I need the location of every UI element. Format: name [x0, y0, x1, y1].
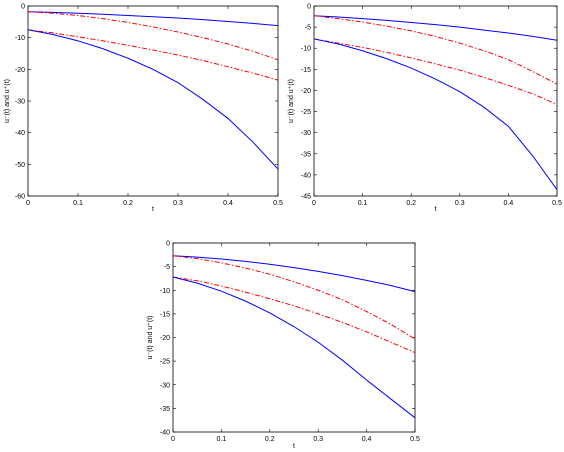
- dashdot-red-curve-2: [172, 276, 416, 354]
- plot-frame: [172, 242, 416, 433]
- solid-blue-curve-0: [27, 11, 279, 27]
- dashdot-red-curve-1: [27, 11, 279, 61]
- x-tick-label: 0.3: [455, 200, 465, 207]
- x-tick-label: 0.5: [410, 436, 420, 443]
- y-tick-label: -35: [160, 406, 170, 413]
- y-tick-label: -10: [160, 288, 170, 295]
- y-tick-label: -50: [15, 162, 25, 169]
- x-axis-label: t: [435, 206, 437, 213]
- dashdot-red-curve-2: [313, 38, 558, 105]
- y-tick-label: -40: [301, 172, 311, 179]
- y-tick-label: -5: [305, 25, 311, 32]
- dashdot-red-curve-1: [313, 15, 558, 85]
- x-tick-label: 0.2: [123, 200, 133, 207]
- x-tick-label: 0.5: [552, 200, 562, 207]
- x-tick-label: 0.4: [362, 436, 372, 443]
- y-tick-label: 0: [307, 4, 311, 11]
- y-tick-label: -30: [160, 382, 170, 389]
- y-axis-label: u⁻(t) and u⁺(t): [147, 316, 154, 360]
- y-tick-label: -5: [164, 264, 170, 271]
- y-tick-label: -30: [301, 130, 311, 137]
- x-tick-label: 0.4: [223, 200, 233, 207]
- x-tick-label: 0.1: [217, 436, 227, 443]
- x-tick-label: 0: [312, 200, 316, 207]
- solid-blue-curve-3: [172, 276, 416, 419]
- x-tick-label: 0.3: [313, 436, 323, 443]
- x-tick-label: 0.3: [173, 200, 183, 207]
- x-axis-label: t: [293, 443, 295, 450]
- y-tick-label: -10: [15, 35, 25, 42]
- y-tick-label: 0: [21, 4, 25, 11]
- y-tick-label: -20: [15, 67, 25, 74]
- x-tick-label: 0.5: [273, 200, 283, 207]
- chart-panel-bottom: 0 0.1 0.2 0.3 0.4 0.5 0 -5 -10 -15 -20 -25 -30 -35 -40…: [147, 241, 420, 451]
- dashdot-red-curve-2: [27, 29, 279, 81]
- x-tick-label: 0: [171, 436, 175, 443]
- solid-blue-curve-0: [313, 15, 558, 41]
- x-tick-label: 0.2: [265, 436, 275, 443]
- y-axis-label: u⁻(t) and u⁺(t): [4, 79, 11, 123]
- plot-frame: [27, 5, 279, 197]
- y-tick-label: -25: [160, 359, 170, 366]
- y-tick-label: -35: [301, 151, 311, 158]
- y-tick-label: -20: [160, 335, 170, 342]
- solid-blue-curve-3: [27, 29, 279, 170]
- x-tick-label: 0.1: [73, 200, 83, 207]
- y-tick-label: -15: [160, 311, 170, 318]
- x-tick-label: 0.1: [358, 200, 368, 207]
- y-tick-label: -45: [301, 194, 311, 201]
- y-tick-label: -40: [15, 130, 25, 137]
- y-tick-label: -15: [301, 67, 311, 74]
- chart-panel-top-right: 0 0.1 0.2 0.3 0.4 0.5 0 -5 -10 -15 -20 -25 -30 -35 -40…: [288, 4, 562, 214]
- y-axis-label: u⁻(t) and u⁺(t): [288, 79, 295, 123]
- y-tick-label: -40: [160, 430, 170, 437]
- y-tick-label: -20: [301, 88, 311, 95]
- y-tick-label: 0: [166, 241, 170, 248]
- chart-panel-top-left: 0 0.1 0.2 0.3 0.4 0.5 0 -10 -20 -30 -40 -50 -60 t u⁻(t…: [4, 4, 283, 214]
- dashdot-red-curve-1: [172, 255, 416, 340]
- x-axis-label: t: [152, 206, 154, 213]
- solid-blue-curve-0: [172, 255, 416, 293]
- y-tick-label: -60: [15, 194, 25, 201]
- x-tick-label: 0: [26, 200, 30, 207]
- y-tick-label: -25: [301, 109, 311, 116]
- x-tick-label: 0.2: [406, 200, 416, 207]
- plot-frame: [313, 5, 558, 197]
- y-tick-label: -30: [15, 99, 25, 106]
- solid-blue-curve-3: [313, 38, 558, 190]
- y-tick-label: -10: [301, 46, 311, 53]
- x-tick-label: 0.4: [504, 200, 514, 207]
